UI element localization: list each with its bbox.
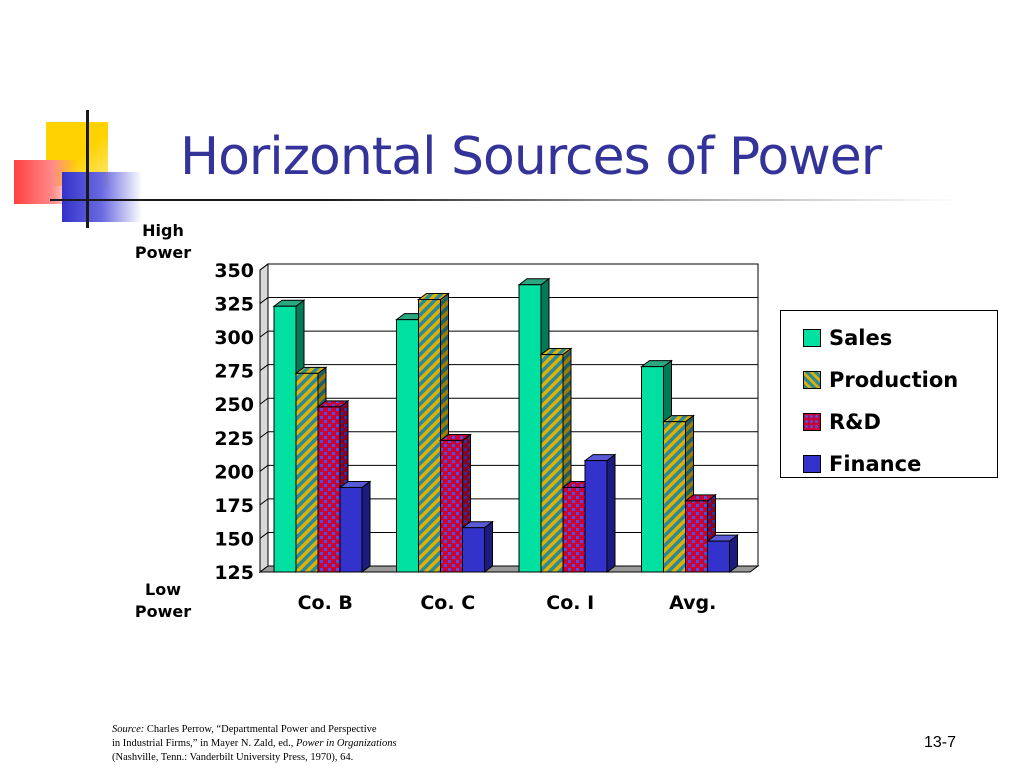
bar-r-d-avg [685, 500, 708, 573]
legend-item-rd: R&D [803, 401, 997, 443]
y-tick-label-350: 350 [214, 260, 254, 282]
y-tick-label-150: 150 [214, 528, 254, 550]
legend-label-production: Production [829, 368, 959, 392]
legend-label-finance: Finance [829, 452, 922, 476]
bars [272, 277, 739, 573]
low-power-label-line1: Low [145, 580, 181, 599]
bar-finance-co-c-side [484, 520, 493, 573]
decor-blue-bar [62, 172, 142, 222]
legend-item-sales: Sales [803, 317, 997, 359]
legend-swatch-rd [803, 413, 821, 431]
low-power-label: Low Power [118, 579, 208, 623]
source-line-1-text: Charles Perrow, “Departmental Power and … [144, 724, 377, 735]
y-tick-label-250: 250 [214, 394, 254, 416]
bar-sales-co-i [518, 284, 542, 573]
source-line-1: Source: Charles Perrow, “Departmental Po… [112, 723, 532, 737]
y-tick-label-200: 200 [214, 461, 254, 483]
source-citation: Source: Charles Perrow, “Departmental Po… [112, 723, 532, 765]
bar-production-co-i [540, 354, 564, 573]
bar-r-d-co-b [317, 406, 341, 573]
bar-finance-co-i-side [606, 453, 616, 573]
bar-finance-avg [707, 540, 730, 573]
legend-swatch-finance [803, 455, 821, 473]
legend-item-finance: Finance [803, 443, 997, 485]
y-tick-label-175: 175 [214, 495, 254, 517]
source-book-title: Power in Organizations [296, 738, 397, 749]
bar-production-co-c [418, 299, 441, 573]
plot-side-wall [259, 263, 269, 573]
bar-r-d-co-c [440, 439, 463, 573]
source-line-2: in Industrial Firms,” in Mayer N. Zald, … [112, 737, 532, 751]
bar-production-co-b [295, 372, 319, 573]
y-tick-label-125: 125 [214, 562, 254, 584]
decor-vertical-line [86, 110, 89, 228]
slide-number: 13-7 [924, 734, 957, 751]
source-line-3: (Nashville, Tenn.: Vanderbilt University… [112, 752, 354, 763]
low-power-label-line2: Power [134, 602, 192, 621]
bar-sales-co-c [396, 319, 419, 573]
legend-swatch-sales [803, 329, 821, 347]
y-tick-label-225: 225 [214, 428, 254, 450]
gridline-side-250 [259, 397, 269, 405]
bar-finance-co-i [584, 460, 608, 573]
bar-sales-avg [641, 366, 664, 573]
high-power-label: High Power [118, 220, 208, 264]
x-tick-label-avg: Avg. [669, 592, 716, 614]
source-prefix: Source: [112, 724, 145, 735]
legend-label-rd: R&D [829, 410, 881, 434]
y-tick-label-325: 325 [214, 294, 254, 316]
gridline-side-175 [259, 498, 269, 506]
bar-finance-co-b [339, 486, 363, 573]
y-tick-label-275: 275 [214, 361, 254, 383]
slide-title: Horizontal Sources of Power [180, 127, 882, 187]
high-power-label-line1: High [142, 221, 184, 240]
y-axis-ticks: 125 150 175 200 225 250 275 300 325 350 [214, 260, 254, 584]
bar-sales-co-b [273, 305, 297, 573]
gridline-side-150 [259, 532, 269, 539]
x-tick-label-co-i: Co. I [546, 592, 594, 614]
gridline-side-200 [259, 464, 269, 472]
legend-item-production: Production [803, 359, 997, 401]
x-tick-label-co-b: Co. B [298, 592, 353, 614]
decor-title-underline [50, 199, 960, 201]
gridline-side-350 [259, 263, 269, 271]
bar-production-avg [663, 421, 686, 573]
gridline-side-325 [259, 297, 269, 304]
gridline-side-275 [259, 364, 269, 372]
gridline-side-225 [259, 431, 269, 439]
legend-label-sales: Sales [829, 326, 893, 350]
legend-swatch-production [803, 371, 821, 389]
bar-finance-co-c [462, 527, 485, 573]
x-tick-label-co-c: Co. C [420, 592, 475, 614]
high-power-label-line2: Power [134, 243, 192, 262]
chart-legend: Sales Production R&D Finance [780, 310, 998, 478]
bar-r-d-co-i [562, 486, 586, 573]
x-axis-labels: Co. B Co. C Co. I Avg. [298, 592, 717, 614]
gridline-side-300 [259, 330, 269, 338]
y-tick-label-300: 300 [214, 327, 254, 349]
bar-finance-co-b-side [361, 480, 371, 573]
source-line-2-text: in Industrial Firms,” in Mayer N. Zald, … [112, 738, 297, 749]
